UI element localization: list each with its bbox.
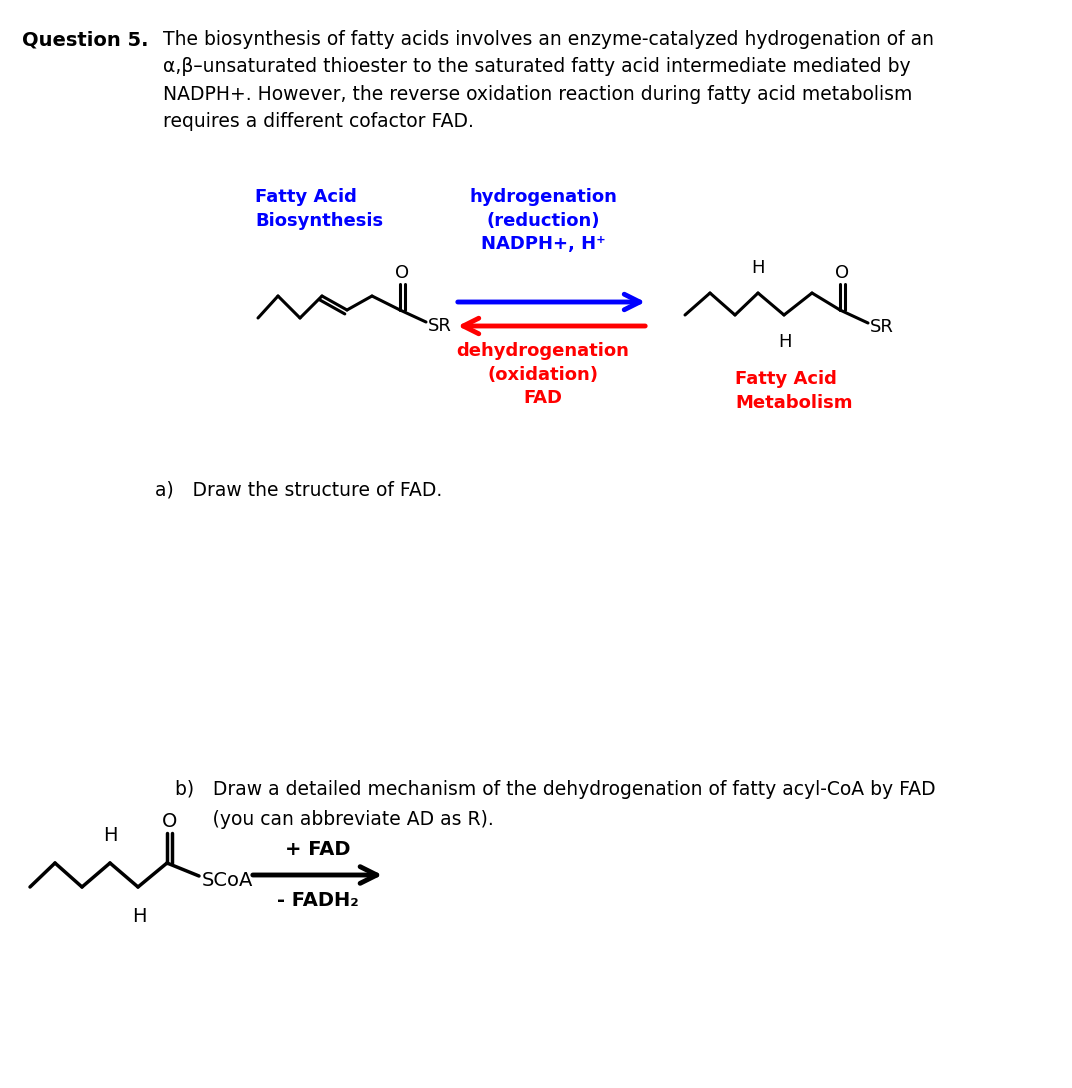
Text: Fatty Acid
Metabolism: Fatty Acid Metabolism — [735, 370, 852, 411]
Text: H: H — [103, 826, 117, 845]
Text: a) Draw the structure of FAD.: a) Draw the structure of FAD. — [155, 480, 443, 499]
Text: + FAD: + FAD — [285, 840, 351, 860]
Text: (you can abbreviate AD as R).: (you can abbreviate AD as R). — [175, 809, 494, 829]
Text: SR: SR — [870, 318, 894, 336]
Text: b) Draw a detailed mechanism of the dehydrogenation of fatty acyl-CoA by FAD: b) Draw a detailed mechanism of the dehy… — [175, 780, 936, 799]
Text: Question 5.: Question 5. — [23, 30, 149, 49]
Text: SCoA: SCoA — [202, 871, 253, 890]
Text: O: O — [835, 264, 849, 282]
Text: H: H — [132, 907, 146, 926]
Text: Fatty Acid
Biosynthesis: Fatty Acid Biosynthesis — [255, 188, 383, 230]
Text: hydrogenation
(reduction)
NADPH+, H⁺: hydrogenation (reduction) NADPH+, H⁺ — [470, 188, 617, 254]
Text: O: O — [162, 812, 177, 831]
Text: - FADH₂: - FADH₂ — [277, 891, 358, 910]
Text: H: H — [778, 333, 792, 351]
Text: H: H — [751, 259, 764, 277]
Text: The biosynthesis of fatty acids involves an enzyme-catalyzed hydrogenation of an: The biosynthesis of fatty acids involves… — [163, 30, 934, 131]
Text: dehydrogenation
(oxidation)
FAD: dehydrogenation (oxidation) FAD — [457, 342, 629, 407]
Text: O: O — [394, 264, 410, 282]
Text: SR: SR — [428, 317, 452, 335]
